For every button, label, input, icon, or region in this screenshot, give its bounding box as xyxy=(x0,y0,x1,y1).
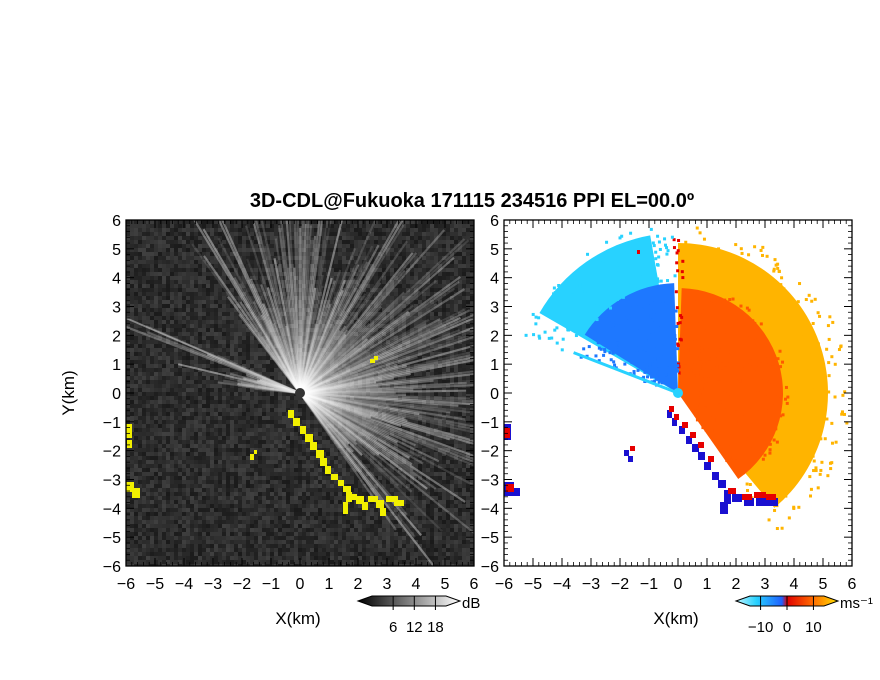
left-x-tick-labels: −6 −5 −4 −3 −2 −1 0 1 2 3 4 5 6 xyxy=(117,576,479,593)
right-y-tick-label: 0 xyxy=(490,386,499,403)
left-y-tick-label: −4 xyxy=(103,501,121,518)
right-y-tick-label: −4 xyxy=(481,501,499,518)
right-away-sector xyxy=(678,288,784,480)
left-x-tick-label: −6 xyxy=(117,576,135,593)
right-y-tick-label: 2 xyxy=(490,328,499,345)
left-x-tick-label: −5 xyxy=(146,576,164,593)
right-y-tick-label: 5 xyxy=(490,242,499,259)
cbLeft-tick-label: 18 xyxy=(427,619,444,636)
left-yellow-echoes xyxy=(126,356,404,516)
right-radar-origin xyxy=(673,388,683,398)
left-y-tick-label: −5 xyxy=(103,530,121,547)
left-colorbar-unit: dB xyxy=(462,595,480,612)
left-x-tick-label: 6 xyxy=(470,576,479,593)
right-x-tick-label: 4 xyxy=(790,576,799,593)
left-x-tick-label: 2 xyxy=(354,576,363,593)
left-colorbar-bar xyxy=(356,595,462,607)
right-x-tick-label: −5 xyxy=(524,576,542,593)
left-x-tick-label: −4 xyxy=(175,576,193,593)
right-y-tick-label: −5 xyxy=(481,530,499,547)
right-x-tick-label: 1 xyxy=(703,576,712,593)
left-y-tick-label: 5 xyxy=(112,242,121,259)
right-x-tick-label: 5 xyxy=(819,576,828,593)
left-intensity-field xyxy=(126,220,474,566)
left-y-tick-label: 0 xyxy=(112,386,121,403)
right-y-tick-label: −2 xyxy=(481,444,499,461)
left-x-tick-label: 3 xyxy=(383,576,392,593)
right-x-tick-label: −6 xyxy=(495,576,513,593)
cbRight-tick-label: 0 xyxy=(783,619,791,636)
left-y-tick-labels: 6 5 4 3 2 1 0 −1 −2 −3 −4 −5 −6 xyxy=(103,213,121,576)
right-ticks xyxy=(503,219,853,567)
right-x-tick-label: 3 xyxy=(761,576,770,593)
left-y-tick-label: −1 xyxy=(103,415,121,432)
left-x-axis-label: X(km) xyxy=(275,609,320,628)
right-velocity-field xyxy=(504,226,849,531)
right-velocity-speckle xyxy=(524,226,849,531)
right-y-tick-label: 4 xyxy=(490,271,499,288)
right-x-tick-labels: −6 −5 −4 −3 −2 −1 0 1 2 3 4 5 6 xyxy=(495,576,857,593)
left-x-tick-label: 4 xyxy=(412,576,421,593)
left-x-tick-label: 0 xyxy=(296,576,305,593)
right-x-tick-label: −2 xyxy=(611,576,629,593)
cbRight-tick-label: −10 xyxy=(748,619,773,636)
cbRight-tick-label: 10 xyxy=(805,619,822,636)
right-panel: −6 −5 −4 −3 −2 −1 0 1 2 3 4 5 6 6543210−1−2−3−4−5−6 … xyxy=(481,213,857,628)
left-colorbar: dB 6 12 18 xyxy=(356,595,480,636)
left-y-tick-label: −2 xyxy=(103,444,121,461)
right-y-tick-label: −3 xyxy=(481,473,499,490)
right-x-tick-label: 6 xyxy=(848,576,857,593)
right-y-tick-label: 1 xyxy=(490,357,499,374)
chart-title: 3D-CDL@Fukuoka 171115 234516 PPI EL=00.0… xyxy=(250,190,694,212)
left-x-tick-label: −1 xyxy=(262,576,280,593)
left-y-tick-label: 2 xyxy=(112,328,121,345)
right-colorbar: ms⁻¹ −10 0 10 xyxy=(734,595,873,636)
right-y-tick-label: 6 xyxy=(490,213,499,230)
right-x-tick-label: 0 xyxy=(674,576,683,593)
right-x-tick-label: −4 xyxy=(553,576,571,593)
left-panel: −6 −5 −4 −3 −2 −1 0 1 2 3 4 5 6 6543210−1−2−3−4−5−6 … xyxy=(59,213,479,628)
left-y-tick-label: 6 xyxy=(112,213,121,230)
right-y-tick-label: 3 xyxy=(490,300,499,317)
left-y-tick-label: −6 xyxy=(103,559,121,576)
left-y-tick-label: 1 xyxy=(112,357,121,374)
cbLeft-tick-label: 12 xyxy=(406,619,423,636)
right-toward-beam xyxy=(573,351,679,395)
left-x-tick-label: 5 xyxy=(441,576,450,593)
right-y-tick-labels: 6 5 4 3 2 1 0 −1 −2 −3 −4 −5 −6 xyxy=(481,213,499,576)
left-radar-origin xyxy=(295,388,305,398)
left-y-tick-label: 3 xyxy=(112,300,121,317)
left-y-tick-label: 4 xyxy=(112,271,121,288)
left-y-axis-label: Y(km) xyxy=(59,370,78,415)
left-x-tick-label: −3 xyxy=(204,576,222,593)
left-ticks xyxy=(125,219,475,567)
right-colorbar-unit: ms⁻¹ xyxy=(840,595,873,612)
right-x-axis-label: X(km) xyxy=(653,609,698,628)
right-y-tick-label: −1 xyxy=(481,415,499,432)
right-y-tick-label: −6 xyxy=(481,559,499,576)
left-x-tick-label: −2 xyxy=(233,576,251,593)
left-x-tick-label: 1 xyxy=(325,576,334,593)
cbLeft-tick-label: 6 xyxy=(389,619,397,636)
right-x-tick-label: −1 xyxy=(640,576,658,593)
left-beam-rays xyxy=(126,220,474,566)
left-y-tick-label: −3 xyxy=(103,473,121,490)
right-x-tick-label: −3 xyxy=(582,576,600,593)
right-x-tick-label: 2 xyxy=(732,576,741,593)
